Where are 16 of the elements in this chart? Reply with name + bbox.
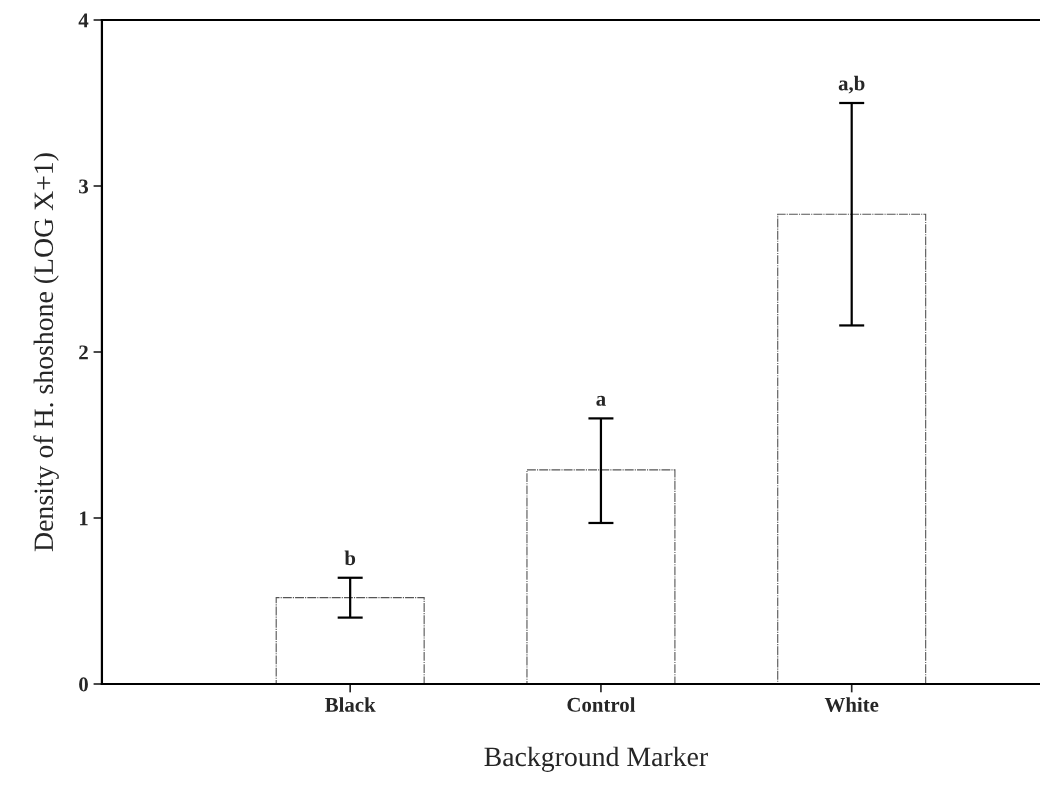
y-axis-title: Density of H. shoshone (LOG X+1): [33, 153, 59, 552]
bar: [777, 213, 927, 684]
x-tick-label: Control: [567, 697, 636, 712]
annotation: a,b: [838, 75, 865, 94]
x-tick-label: White: [824, 697, 879, 712]
y-tick-label: 3: [79, 179, 89, 194]
annotation: b: [344, 550, 356, 566]
y-tick-label: 2: [79, 345, 88, 360]
y-tick-label: 4: [78, 13, 89, 28]
bar: [275, 597, 425, 684]
x-axis-title: Background Marker: [484, 746, 708, 772]
y-tick-label: 1: [79, 511, 88, 526]
bar: [526, 469, 676, 684]
y-tick-label: 0: [79, 677, 88, 692]
annotation: a: [596, 395, 606, 406]
x-tick-label: Black: [325, 697, 376, 712]
